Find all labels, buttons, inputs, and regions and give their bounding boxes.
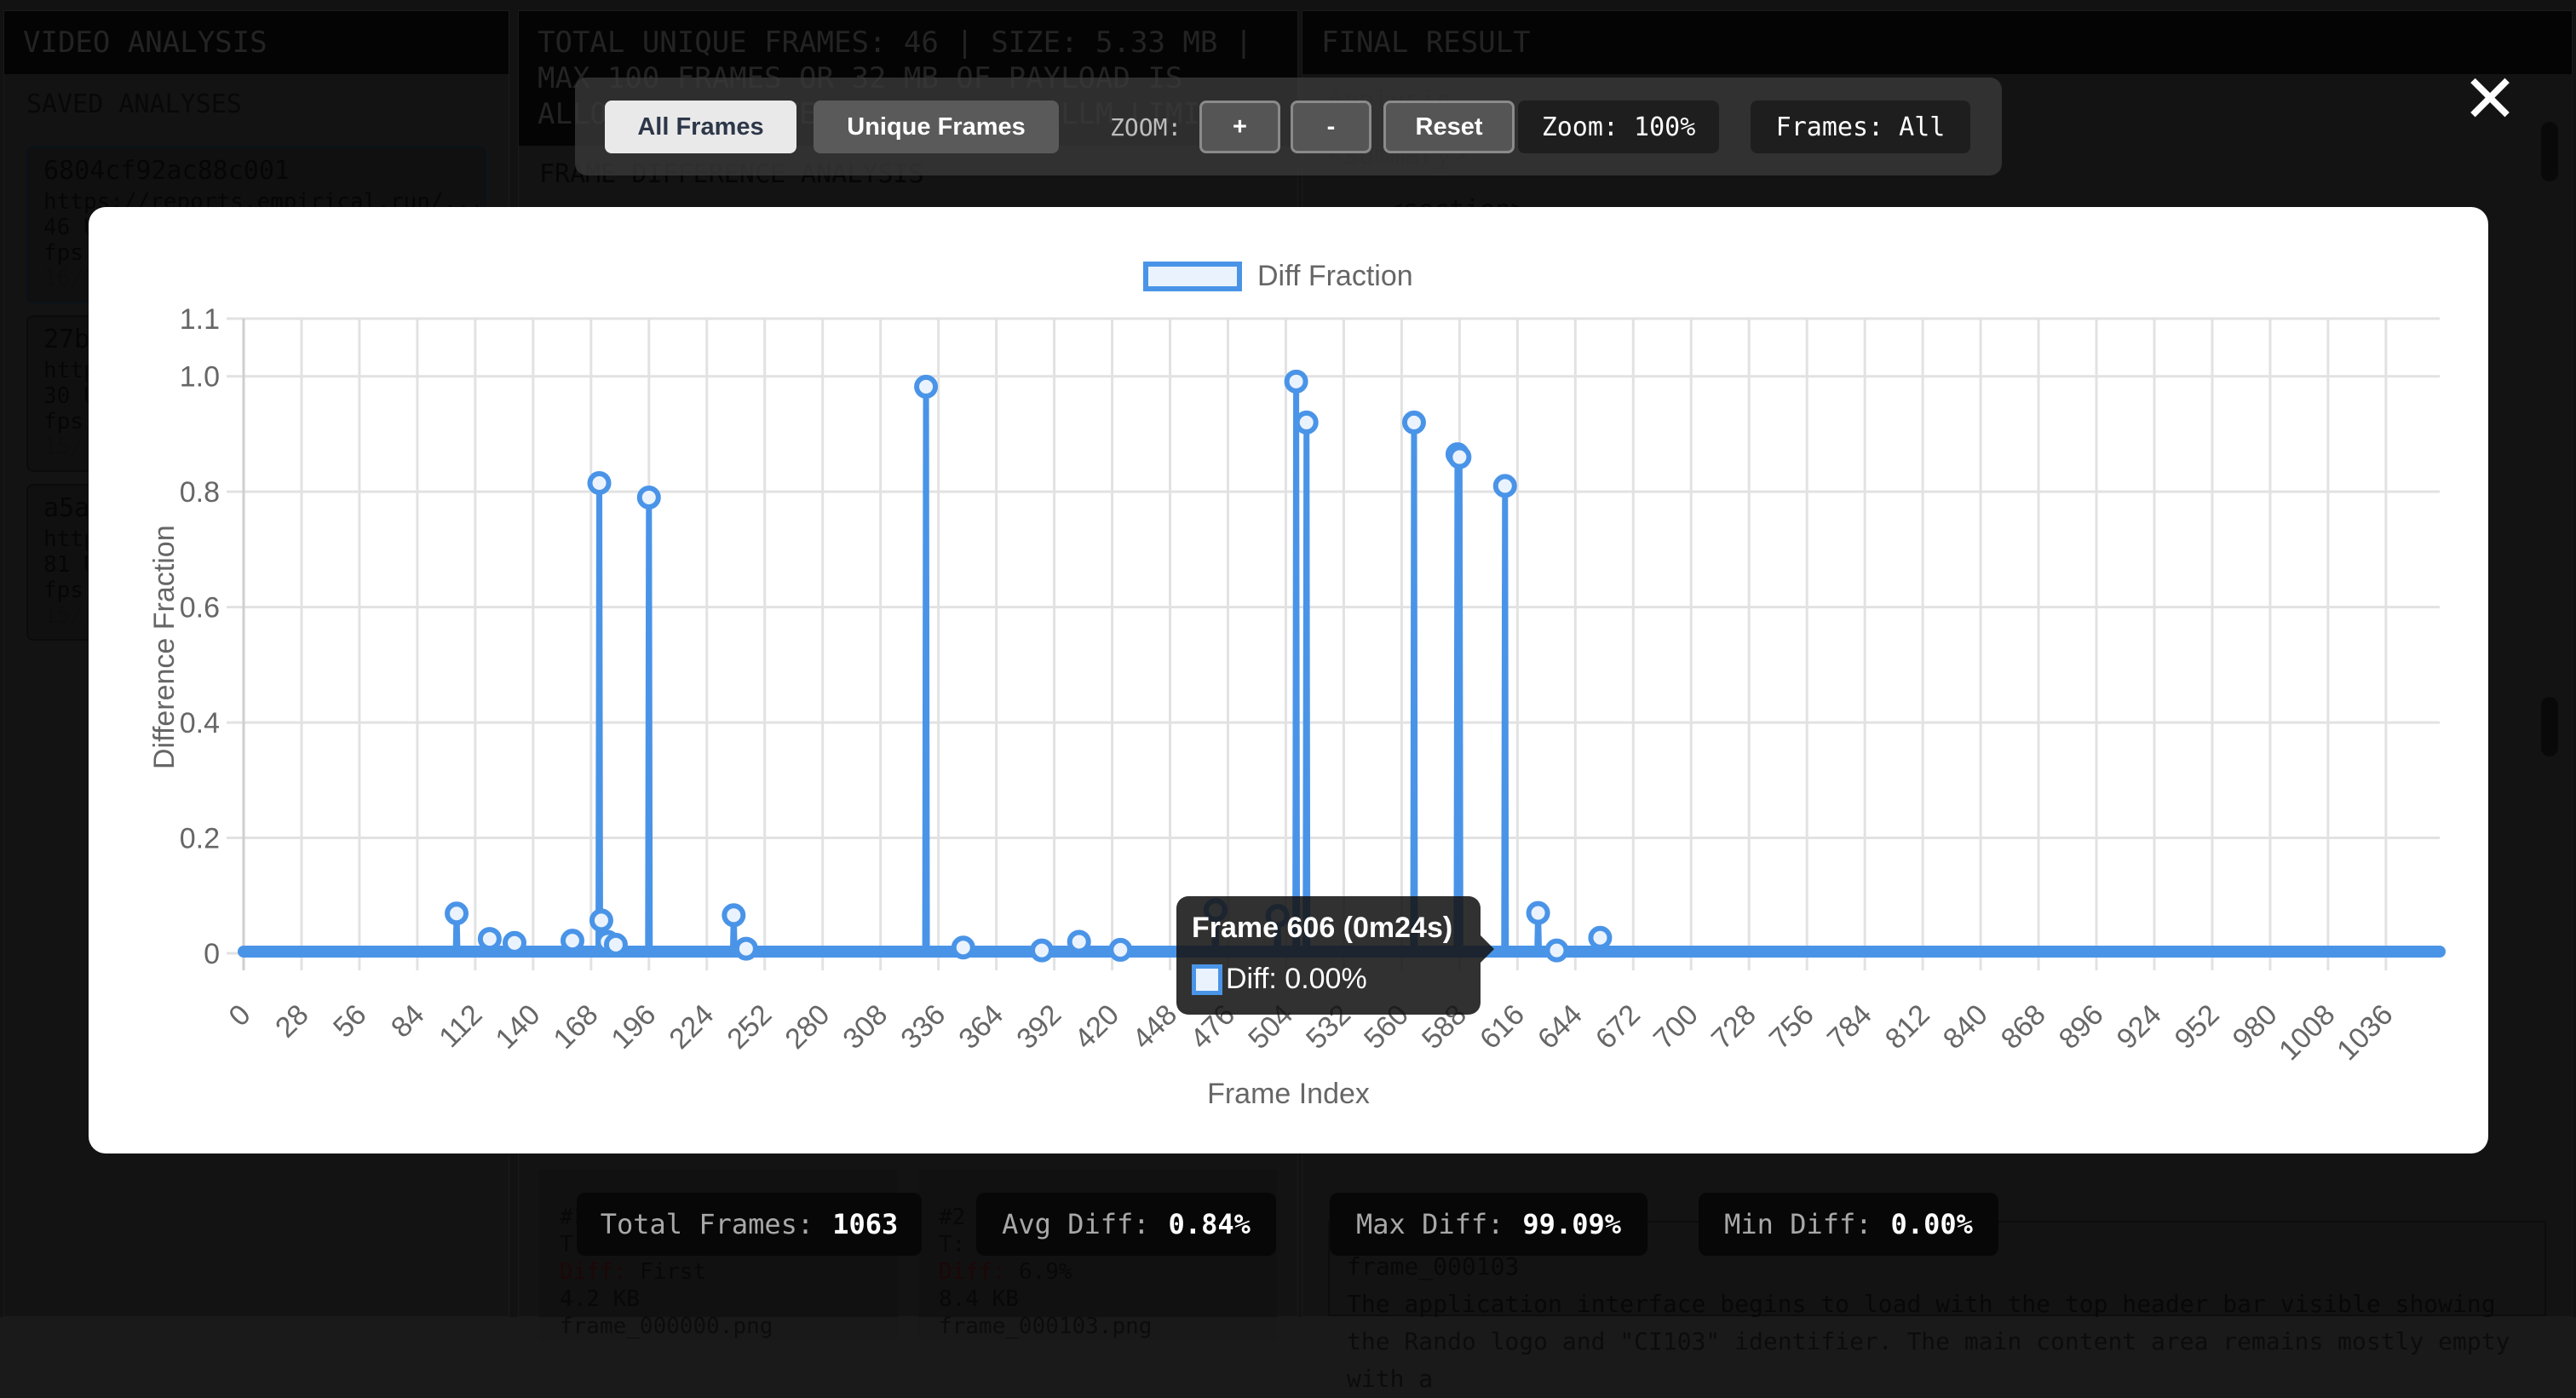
close-icon[interactable]: ✕ bbox=[2462, 61, 2518, 138]
svg-text:728: 728 bbox=[1705, 998, 1762, 1056]
svg-text:784: 784 bbox=[1821, 998, 1878, 1056]
zoom-label: ZOOM: bbox=[1110, 112, 1182, 141]
frame-diff: 6.9% bbox=[1018, 1259, 1072, 1285]
svg-text:84: 84 bbox=[385, 998, 431, 1044]
svg-text:644: 644 bbox=[1532, 998, 1589, 1056]
tooltip-title: Frame 606 (0m24s) bbox=[1192, 912, 1453, 944]
svg-text:924: 924 bbox=[2111, 998, 2168, 1056]
svg-text:896: 896 bbox=[2053, 998, 2110, 1056]
analysis-frames: 46 U bbox=[43, 215, 97, 240]
svg-text:812: 812 bbox=[1879, 998, 1936, 1056]
frame-title: frame_000103 bbox=[1347, 1252, 1520, 1280]
svg-text:140: 140 bbox=[490, 998, 547, 1056]
frames-filter-indicator: Frames: All bbox=[1751, 101, 1970, 153]
chart-toolbar: All Frames Unique Frames ZOOM: + - Reset… bbox=[575, 78, 2002, 175]
saved-analyses-heading: SAVED ANALYSES bbox=[26, 89, 242, 119]
zoom-level-indicator: Zoom: 100% bbox=[1518, 101, 1719, 153]
svg-text:868: 868 bbox=[1995, 998, 2052, 1056]
frame-size: 8.4 KB bbox=[939, 1286, 1019, 1312]
svg-text:952: 952 bbox=[2169, 998, 2226, 1056]
svg-text:448: 448 bbox=[1126, 998, 1183, 1056]
svg-text:0.6: 0.6 bbox=[180, 592, 220, 624]
tooltip-swatch bbox=[1192, 964, 1222, 995]
stat-avg-diff: Avg Diff: 0.84% bbox=[976, 1193, 1276, 1256]
svg-text:1.0: 1.0 bbox=[180, 361, 220, 394]
svg-text:1.1: 1.1 bbox=[180, 303, 220, 336]
frame-size: 4.2 KB bbox=[560, 1286, 640, 1312]
all-frames-button[interactable]: All Frames bbox=[605, 101, 796, 153]
svg-text:840: 840 bbox=[1937, 998, 1994, 1056]
reset-zoom-button[interactable]: Reset bbox=[1383, 101, 1515, 153]
svg-text:756: 756 bbox=[1763, 998, 1820, 1056]
legend-label: Diff Fraction bbox=[1257, 260, 1413, 292]
stat-value: 1063 bbox=[832, 1208, 899, 1240]
x-axis-label: Frame Index bbox=[1207, 1078, 1370, 1110]
stat-label: Min Diff: bbox=[1724, 1208, 1872, 1240]
legend-swatch bbox=[1143, 262, 1242, 291]
analysis-url: http bbox=[43, 358, 97, 383]
svg-text:28: 28 bbox=[269, 998, 315, 1044]
svg-text:392: 392 bbox=[1010, 998, 1067, 1056]
svg-text:364: 364 bbox=[952, 998, 1009, 1056]
svg-text:700: 700 bbox=[1647, 998, 1705, 1056]
frame-number: #2 bbox=[939, 1205, 966, 1230]
analysis-frames: 81 U bbox=[43, 552, 97, 578]
svg-text:196: 196 bbox=[605, 998, 662, 1056]
stat-label: Max Diff: bbox=[1356, 1208, 1504, 1240]
analysis-fps: fps: bbox=[43, 240, 97, 266]
stat-max-diff: Max Diff: 99.09% bbox=[1330, 1193, 1647, 1256]
analysis-fps: fps: bbox=[43, 578, 97, 603]
svg-text:616: 616 bbox=[1474, 998, 1531, 1056]
svg-text:308: 308 bbox=[837, 998, 894, 1056]
svg-text:0.2: 0.2 bbox=[180, 823, 220, 855]
final-result-title: FINAL RESULT bbox=[1302, 11, 2572, 74]
svg-text:280: 280 bbox=[779, 998, 836, 1056]
svg-text:0: 0 bbox=[204, 938, 220, 970]
stat-total-frames: Total Frames: 1063 bbox=[577, 1193, 922, 1256]
unique-frames-button[interactable]: Unique Frames bbox=[814, 101, 1059, 153]
frame-diff-label: Diff: bbox=[939, 1259, 1006, 1285]
analysis-id: 6804cf92ac88c001 bbox=[43, 156, 290, 186]
scrollbar-thumb[interactable] bbox=[2541, 122, 2558, 181]
svg-text:0.8: 0.8 bbox=[180, 476, 220, 509]
analysis-frames: 30 U bbox=[43, 383, 97, 409]
scrollbar-thumb[interactable] bbox=[2541, 697, 2558, 757]
stat-label: Avg Diff: bbox=[1002, 1208, 1150, 1240]
svg-text:1036: 1036 bbox=[2331, 998, 2399, 1067]
svg-text:168: 168 bbox=[547, 998, 604, 1056]
stat-value: 99.09% bbox=[1522, 1208, 1621, 1240]
analysis-fps: fps: bbox=[43, 409, 97, 434]
y-axis-label: Difference Fraction bbox=[148, 525, 181, 769]
svg-text:224: 224 bbox=[663, 998, 720, 1056]
svg-text:0.4: 0.4 bbox=[180, 707, 220, 739]
stat-min-diff: Min Diff: 0.00% bbox=[1699, 1193, 1998, 1256]
chart-tooltip: Frame 606 (0m24s) Diff: 0.00% bbox=[1176, 896, 1494, 1015]
svg-text:672: 672 bbox=[1590, 998, 1647, 1056]
frame-diff-label: Diff: bbox=[560, 1259, 627, 1285]
svg-text:1008: 1008 bbox=[2273, 998, 2341, 1067]
svg-text:0: 0 bbox=[222, 998, 256, 1033]
stat-label: Total Frames: bbox=[600, 1208, 814, 1240]
analysis-url: http bbox=[43, 526, 97, 552]
svg-text:252: 252 bbox=[721, 998, 778, 1056]
svg-text:56: 56 bbox=[327, 998, 373, 1044]
svg-text:336: 336 bbox=[894, 998, 952, 1056]
stat-value: 0.84% bbox=[1168, 1208, 1251, 1240]
tooltip-value: Diff: 0.00% bbox=[1226, 963, 1367, 995]
stat-value: 0.00% bbox=[1890, 1208, 1973, 1240]
left-panel-title: VIDEO ANALYSIS bbox=[4, 11, 509, 74]
zoom-in-button[interactable]: + bbox=[1199, 101, 1280, 153]
zoom-out-button[interactable]: - bbox=[1291, 101, 1371, 153]
svg-text:112: 112 bbox=[433, 998, 488, 1054]
chart-legend[interactable]: Diff Fraction bbox=[1143, 260, 1413, 293]
svg-text:420: 420 bbox=[1068, 998, 1125, 1056]
frame-diff: First bbox=[639, 1259, 707, 1285]
